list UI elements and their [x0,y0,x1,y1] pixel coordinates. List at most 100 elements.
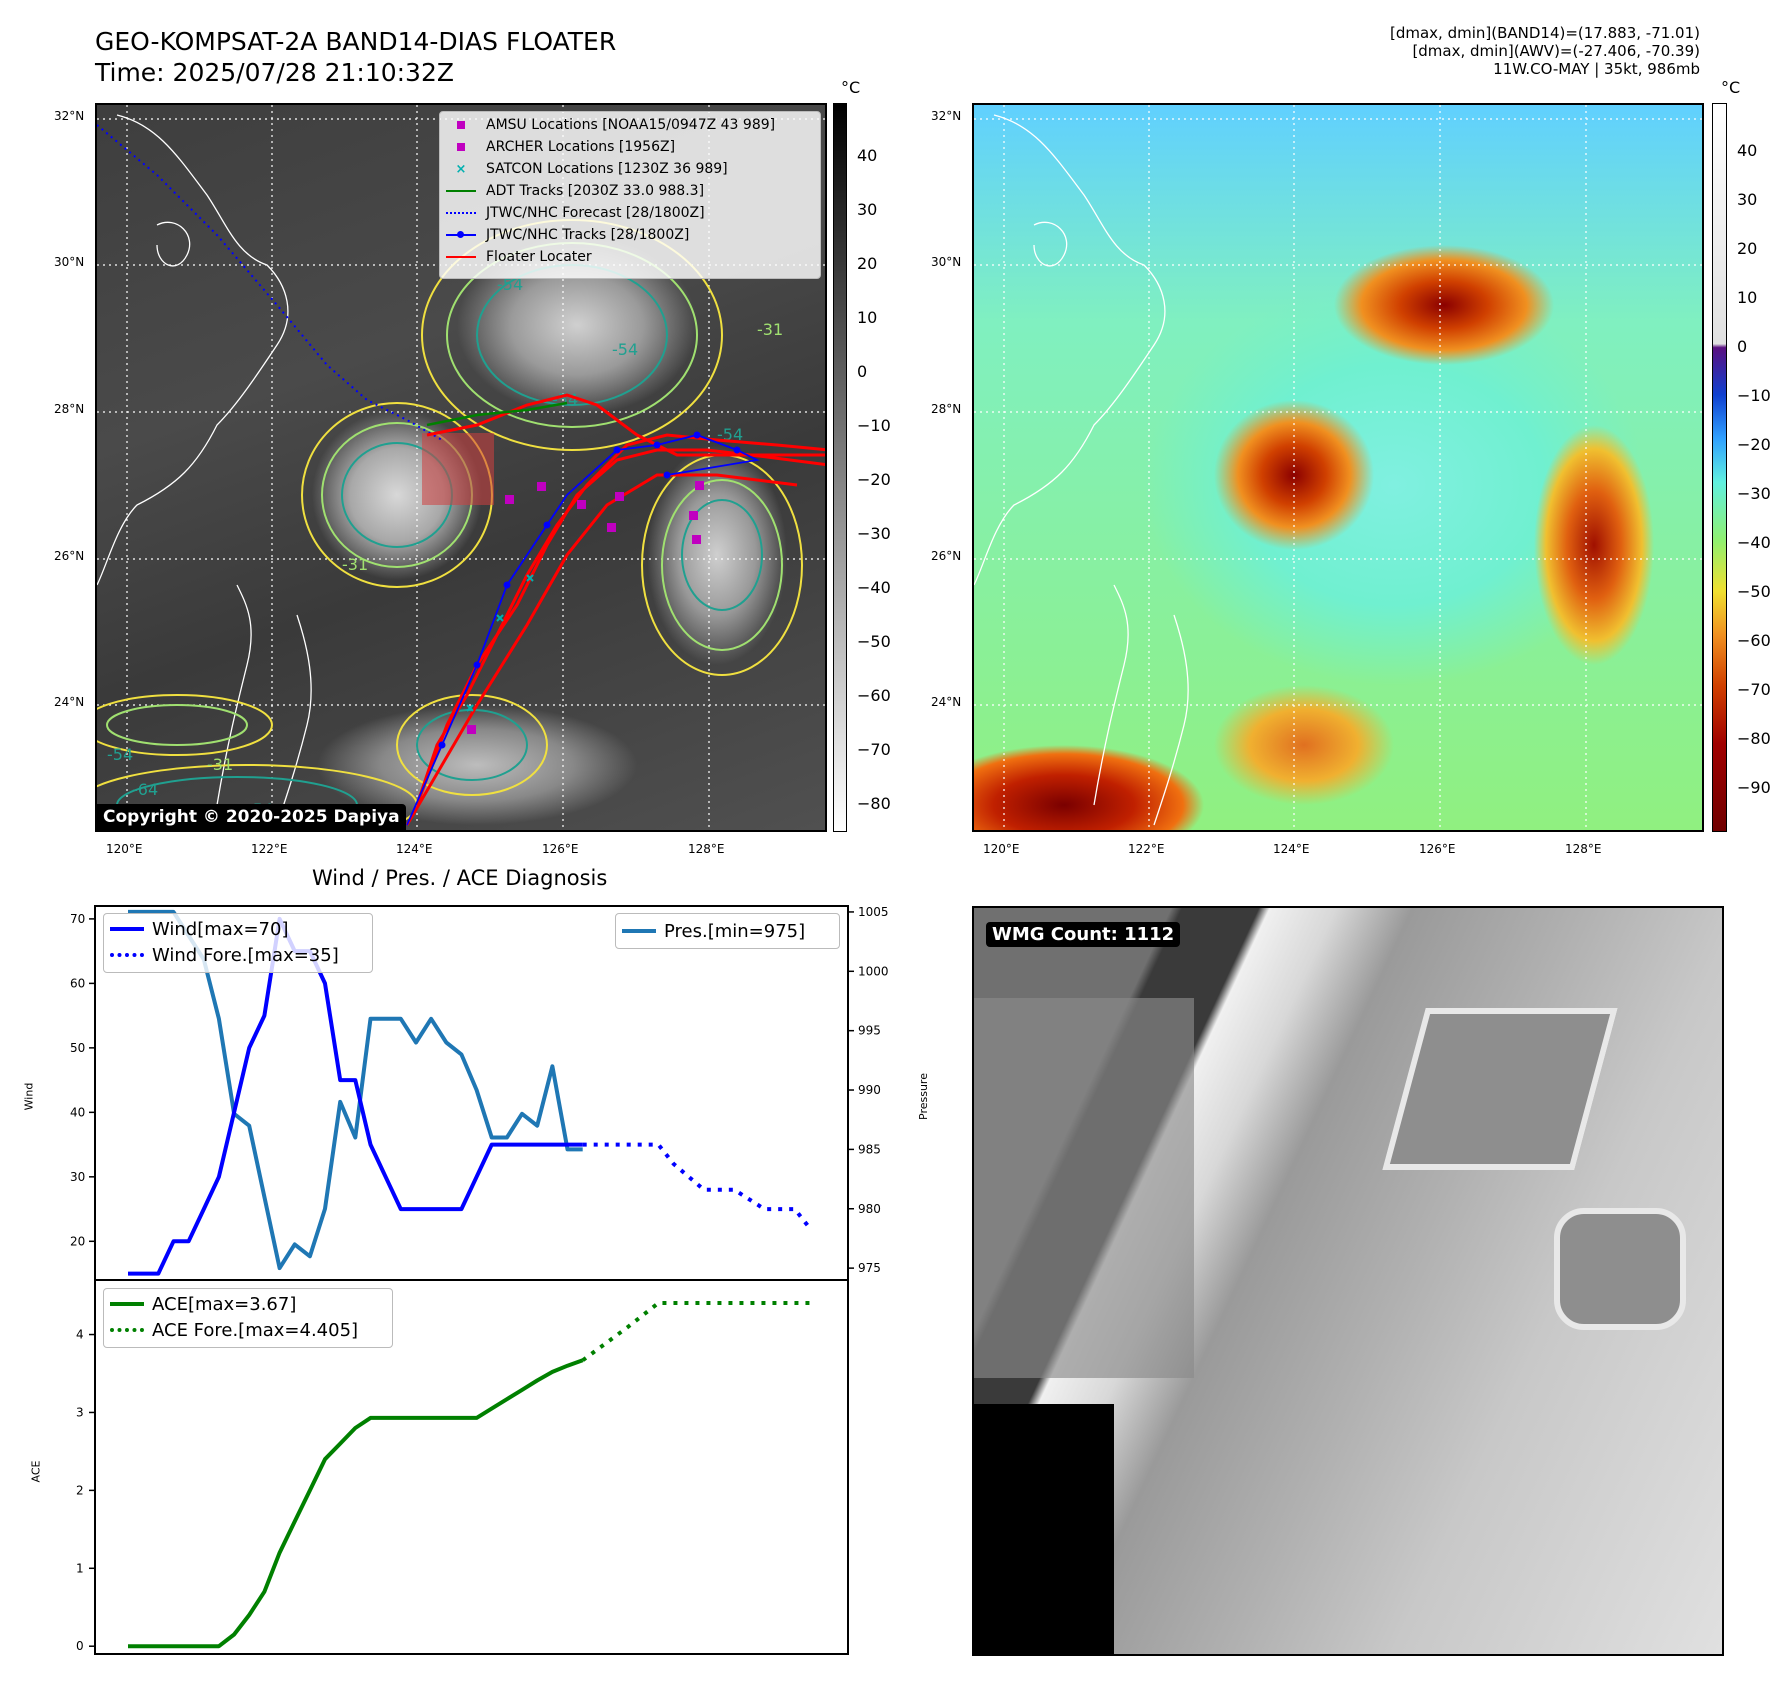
contour-label: -54 [497,275,523,294]
pressure-tick-label: 990 [858,1083,881,1097]
lon-label: 120°E [106,842,143,856]
legend-item-wind: Wind[max=70] [110,916,366,942]
lat-label: 26°N [54,549,85,563]
dotted-line-icon [110,948,144,962]
floater-box [422,433,494,505]
pressure-legend: Pres.[min=975] [615,913,840,949]
legend-item-wind-forecast: Wind Fore.[max=35] [110,942,366,968]
ir-legend: AMSU Locations [NOAA15/0947Z 43 989] ARC… [439,111,821,279]
ace-tick-label: 0 [76,1639,84,1653]
line-icon [622,924,656,938]
line-icon [110,922,144,936]
wmg-feature [1554,1208,1686,1330]
wind-tick-label: 50 [70,1041,85,1055]
contour-label: -54 [107,745,133,764]
dotted-line-icon [110,1323,144,1337]
lon-label: 120°E [983,842,1020,856]
lat-label: 28°N [931,402,962,416]
square-marker-icon [444,118,478,132]
lon-label: 128°E [688,842,725,856]
ir-satellite-map: -54 -54 -54 -31 -31 -54 -31 -64 -54 -54 [95,103,827,832]
wind-forecast-line [582,1142,812,1230]
legend-item-amsu: AMSU Locations [NOAA15/0947Z 43 989] [444,114,816,136]
lat-label: 24°N [54,695,85,709]
pressure-tick-label: 980 [858,1202,881,1216]
lon-label: 122°E [251,842,288,856]
contour-label: -31 [342,555,368,574]
line-icon [110,1297,144,1311]
chart-title: GEO-KOMPSAT-2A BAND14-DIAS FLOATER Time:… [95,26,616,88]
wind-tick-label: 70 [70,912,85,926]
wmg-gray-region [974,998,1194,1378]
legend-item-pressure: Pres.[min=975] [622,918,833,944]
lat-label: 30°N [54,255,85,269]
wind-tick-label: 30 [70,1170,85,1184]
contour-label: -31 [207,755,233,774]
forecast-track [97,124,443,441]
floater-locater-tracks [405,393,825,826]
lon-label: 124°E [396,842,433,856]
lon-label: 126°E [542,842,579,856]
lon-label: 128°E [1565,842,1602,856]
legend-item-ace-forecast: ACE Fore.[max=4.405] [110,1317,386,1343]
jtwc-track [406,431,760,826]
dotted-line-icon [444,206,478,220]
x-marker-icon: × [455,161,467,177]
legend-item-adt: ADT Tracks [2030Z 33.0 988.3] [444,180,816,202]
ace-tick-label: 1 [76,1561,84,1575]
ace-axes [94,1279,849,1655]
pressure-tick-label: 1005 [858,905,889,919]
copyright-badge: Copyright © 2020-2025 Dapiya [97,804,406,830]
ace-forecast-line [581,1301,810,1362]
info-line-2: [dmax, dmin](AWV)=(-27.406, -70.39) [1412,42,1700,60]
pressure-line [128,909,583,1271]
wmg-dark-region [974,1404,1114,1654]
ace-axis-label: ACE [29,1460,43,1483]
ir-colorbar-unit: °C [841,78,861,97]
diagnosis-title: Wind / Pres. / ACE Diagnosis [312,866,608,890]
awv-colorbar [1712,103,1727,832]
wind-tick-label: 40 [70,1105,85,1119]
lat-label: 32°N [54,109,85,123]
wmg-panel: WMG Count: 1112 [972,906,1724,1656]
line-dot-icon [444,228,478,242]
lon-label: 122°E [1128,842,1165,856]
wmg-count-badge: WMG Count: 1112 [986,922,1181,947]
pressure-axis-label: Pressure [916,1073,930,1120]
info-line-1: [dmax, dmin](BAND14)=(17.883, -71.01) [1389,24,1700,42]
lon-label: 126°E [1419,842,1456,856]
line-icon [444,184,478,198]
legend-item-archer: ARCHER Locations [1956Z] [444,136,816,158]
square-marker-icon [444,140,478,154]
legend-item-ace: ACE[max=3.67] [110,1291,386,1317]
contour-label: -31 [757,320,783,339]
awv-satellite-map [972,103,1704,832]
satcon-markers [466,574,534,712]
lat-label: 26°N [931,549,962,563]
contour-label: -64 [132,780,158,799]
lat-label: 28°N [54,402,85,416]
lat-label: 24°N [931,695,962,709]
lon-label: 124°E [1273,842,1310,856]
ir-colorbar [833,103,847,832]
adt-track [426,401,568,427]
pressure-tick-label: 995 [858,1024,881,1038]
wind-line [128,916,583,1276]
lat-label: 30°N [931,255,962,269]
ace-line [128,1358,584,1649]
awv-colorbar-unit: °C [1721,78,1741,97]
wind-tick-label: 20 [70,1234,85,1248]
legend-item-jtwc-tracks: JTWC/NHC Tracks [28/1800Z] [444,224,816,246]
legend-item-jtwc-forecast: JTWC/NHC Forecast [28/1800Z] [444,202,816,224]
pressure-tick-label: 1000 [858,964,889,978]
contour-label: -54 [612,340,638,359]
legend-item-satcon: × SATCON Locations [1230Z 36 989] [444,158,816,180]
ace-legend: ACE[max=3.67] ACE Fore.[max=4.405] [103,1288,393,1348]
wind-legend: Wind[max=70] Wind Fore.[max=35] [103,913,373,973]
storm-info: [dmax, dmin](BAND14)=(17.883, -71.01) [d… [1390,24,1700,78]
ace-tick-label: 2 [76,1483,84,1497]
pressure-tick-label: 975 [858,1261,881,1275]
ace-tick-label: 4 [76,1328,84,1342]
line-icon [444,250,478,264]
